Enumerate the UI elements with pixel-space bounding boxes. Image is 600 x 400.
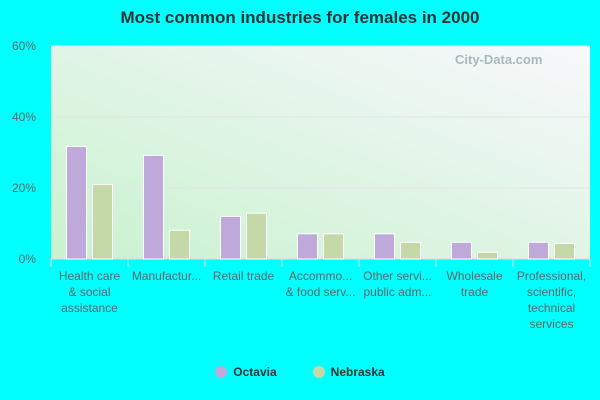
x-tick-label: Manufactur... — [128, 268, 205, 284]
x-tick-label-line: assistance — [61, 301, 118, 315]
bar-octavia — [297, 233, 318, 260]
x-tick-label-line: services — [529, 317, 574, 331]
legend-item-octavia[interactable]: Octavia — [215, 365, 277, 379]
x-tick-label-line: Professional, — [516, 269, 587, 283]
bar-nebraska — [246, 212, 267, 260]
bar-octavia — [220, 215, 241, 260]
legend: Octavia Nebraska — [0, 365, 600, 379]
x-tick-label: Health care & social assistance — [51, 268, 128, 316]
x-tick-label-line: Other servi... — [363, 269, 432, 283]
x-tick-label: Professional, scientific, technical service… — [513, 268, 590, 332]
x-tick-label-line: Accommo... — [288, 269, 353, 283]
bar-octavia — [528, 241, 549, 260]
x-tick-label-line: & social — [68, 285, 111, 299]
bar-octavia — [66, 145, 87, 260]
x-tick-label: Other servi... public adm... — [359, 268, 436, 300]
legend-swatch — [215, 366, 228, 378]
y-tick-label: 40% — [12, 110, 36, 124]
x-tick-label-line: public adm... — [363, 285, 432, 299]
bar-octavia — [374, 233, 395, 260]
plot-area — [51, 46, 590, 259]
x-tick-label-line: trade — [460, 285, 489, 299]
x-tick-label-line: & food serv... — [285, 285, 356, 299]
x-tick-label-line: Health care — [58, 269, 121, 283]
bar-nebraska — [169, 229, 190, 260]
watermark: City-Data.com — [455, 52, 543, 67]
bar-nebraska — [554, 242, 575, 260]
x-tick-label-line: Retail trade — [212, 269, 275, 283]
y-tick-label: 60% — [12, 39, 36, 53]
legend-swatch — [312, 366, 325, 378]
x-tick-label-line: technical — [527, 301, 576, 315]
x-tick-label-line: Wholesale — [446, 269, 503, 283]
chart-title: Most common industries for females in 20… — [120, 8, 480, 27]
x-tick-label-line: Manufactur... — [131, 269, 202, 283]
bar-nebraska — [323, 233, 344, 260]
legend-label: Nebraska — [330, 365, 385, 379]
bar-octavia — [143, 154, 164, 260]
x-tick-label-line: scientific, — [526, 285, 577, 299]
x-tick-label: Wholesale trade — [436, 268, 513, 300]
bar-nebraska — [477, 251, 498, 260]
y-tick-label: 20% — [12, 181, 36, 195]
legend-label: Octavia — [233, 365, 277, 379]
x-tick-label: Retail trade — [205, 268, 282, 284]
y-tick-label: 0% — [19, 252, 37, 266]
bar-octavia — [451, 241, 472, 260]
bar-nebraska — [400, 241, 421, 260]
bar-nebraska — [92, 183, 113, 260]
legend-item-nebraska[interactable]: Nebraska — [312, 365, 385, 379]
x-tick-label: Accommo... & food serv... — [282, 268, 359, 300]
